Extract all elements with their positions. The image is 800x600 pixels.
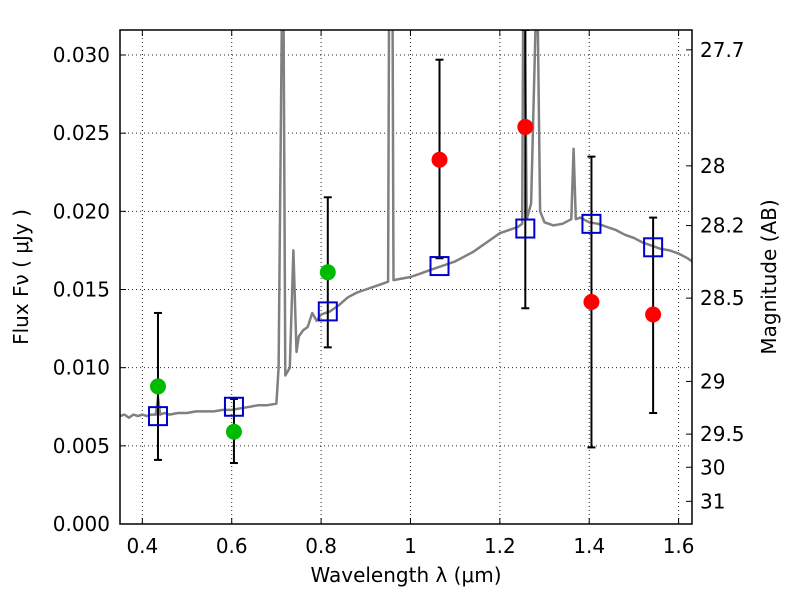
right-tick-label: 29 — [700, 369, 725, 393]
right-tick-label: 30 — [700, 455, 725, 479]
y-tick-label: 0.020 — [53, 199, 110, 223]
y-tick-label: 0.030 — [53, 43, 110, 67]
red-observed-point — [645, 306, 662, 323]
green-observed-point — [225, 423, 242, 440]
green-observed-point — [149, 378, 166, 395]
model-point — [147, 406, 168, 427]
x-tick-label: 1.6 — [663, 534, 695, 558]
x-tick-label: 1 — [404, 534, 417, 558]
y-tick-label: 0.025 — [53, 121, 110, 145]
right-tick-label: 28.2 — [700, 214, 745, 238]
x-tick-label: 0.8 — [305, 534, 337, 558]
right-tick-label: 29.5 — [700, 422, 745, 446]
right-tick-label: 28 — [700, 154, 725, 178]
ticks: 0.4 0.6 0.8 1 1.2 1.4 1.6 0.000 0.005 0.010 0.015 0… — [53, 30, 745, 558]
x-axis-label: Wavelength λ (μm) — [310, 563, 501, 587]
right-axis-label: Magnitude (AB) — [757, 199, 781, 354]
model-point — [317, 301, 338, 322]
model-point — [515, 218, 536, 239]
right-tick-label: 27.7 — [700, 38, 745, 62]
plot-frame — [119, 29, 693, 525]
spectrum-layer — [120, 30, 692, 419]
y-tick-label: 0.010 — [53, 356, 110, 380]
y-tick-label: 0.005 — [53, 434, 110, 458]
model-point — [223, 396, 244, 417]
model-points-layer — [147, 213, 664, 427]
red-observed-point — [431, 151, 448, 168]
errorbar-layer — [153, 30, 658, 465]
green-observed-point — [319, 264, 336, 281]
x-tick-label: 0.6 — [216, 534, 248, 558]
observed-points-layer — [149, 118, 662, 440]
model-point — [643, 237, 664, 258]
spectrum-line — [120, 30, 692, 419]
red-observed-point — [517, 118, 534, 135]
right-tick-label: 28.5 — [700, 286, 745, 310]
y-tick-label: 0.000 — [53, 512, 110, 536]
x-tick-label: 1.4 — [573, 534, 605, 558]
model-point — [429, 256, 450, 277]
x-tick-label: 0.4 — [126, 534, 158, 558]
red-observed-point — [583, 294, 600, 311]
y-tick-label: 0.015 — [53, 278, 110, 302]
y-axis-label: Flux Fν ( μJy ) — [9, 209, 33, 345]
model-point — [581, 213, 602, 234]
right-tick-label: 31 — [700, 489, 725, 513]
x-tick-label: 1.2 — [484, 534, 516, 558]
